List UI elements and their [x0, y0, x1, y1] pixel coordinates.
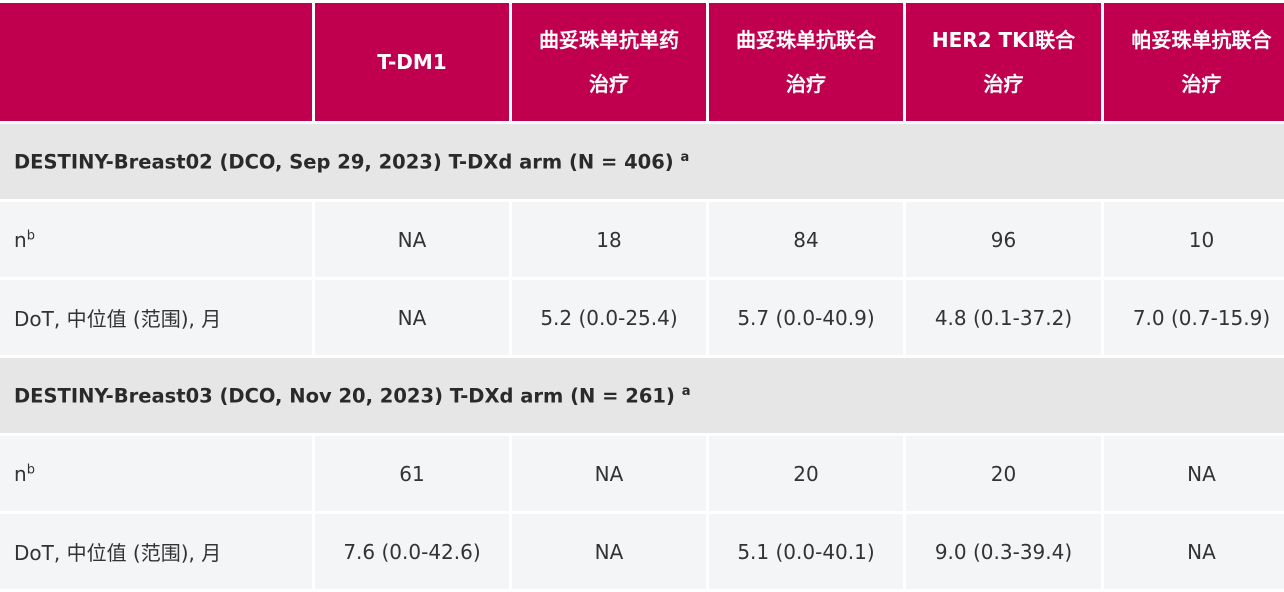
- table-cell: 5.1 (0.0-40.1): [709, 514, 903, 589]
- table-cell: 10: [1104, 202, 1284, 277]
- table-cell: 84: [709, 202, 903, 277]
- section-header-row: DESTINY-Breast03 (DCO, Nov 20, 2023) T-D…: [0, 358, 1284, 433]
- header-trastuzumab-mono: 曲妥珠单抗单药 治疗: [512, 3, 706, 121]
- table-cell: NA: [512, 514, 706, 589]
- table-cell: NA: [1104, 514, 1284, 589]
- table-cell: 61: [315, 436, 509, 511]
- table-cell: 96: [906, 202, 1101, 277]
- section-header-row: DESTINY-Breast02 (DCO, Sep 29, 2023) T-D…: [0, 124, 1284, 199]
- table-cell: 20: [709, 436, 903, 511]
- row-label: DoT, 中位值 (范围), 月: [0, 514, 312, 589]
- table-cell: 9.0 (0.3-39.4): [906, 514, 1101, 589]
- header-trastuzumab-combo: 曲妥珠单抗联合 治疗: [709, 3, 903, 121]
- table-cell: NA: [1104, 436, 1284, 511]
- table-cell: NA: [315, 280, 509, 355]
- table-cell: NA: [315, 202, 509, 277]
- table-cell: 4.8 (0.1-37.2): [906, 280, 1101, 355]
- table-row: nb NA 18 84 96 10: [0, 202, 1284, 277]
- table-cell: 20: [906, 436, 1101, 511]
- section-title: DESTINY-Breast03 (DCO, Nov 20, 2023) T-D…: [0, 358, 1284, 433]
- row-label: nb: [0, 202, 312, 277]
- table-cell: 7.6 (0.0-42.6): [315, 514, 509, 589]
- table-cell: 5.7 (0.0-40.9): [709, 280, 903, 355]
- table-cell: 7.0 (0.7-15.9): [1104, 280, 1284, 355]
- row-label: nb: [0, 436, 312, 511]
- header-empty: [0, 3, 312, 121]
- header-her2-tki-combo: HER2 TKI联合 治疗: [906, 3, 1101, 121]
- table-row: nb 61 NA 20 20 NA: [0, 436, 1284, 511]
- header-tdm1: T-DM1: [315, 3, 509, 121]
- table-cell: NA: [512, 436, 706, 511]
- row-label: DoT, 中位值 (范围), 月: [0, 280, 312, 355]
- table-row: DoT, 中位值 (范围), 月 7.6 (0.0-42.6) NA 5.1 (0.0…: [0, 514, 1284, 589]
- header-row: T-DM1 曲妥珠单抗单药 治疗 曲妥珠单抗联合 治疗 HER2 TKI联合 治疗 帕…: [0, 3, 1284, 121]
- table-cell: 5.2 (0.0-25.4): [512, 280, 706, 355]
- header-pertuzumab-combo: 帕妥珠单抗联合 治疗: [1104, 3, 1284, 121]
- table-cell: 18: [512, 202, 706, 277]
- section-title: DESTINY-Breast02 (DCO, Sep 29, 2023) T-D…: [0, 124, 1284, 199]
- table-row: DoT, 中位值 (范围), 月 NA 5.2 (0.0-25.4) 5.7 (0.0…: [0, 280, 1284, 355]
